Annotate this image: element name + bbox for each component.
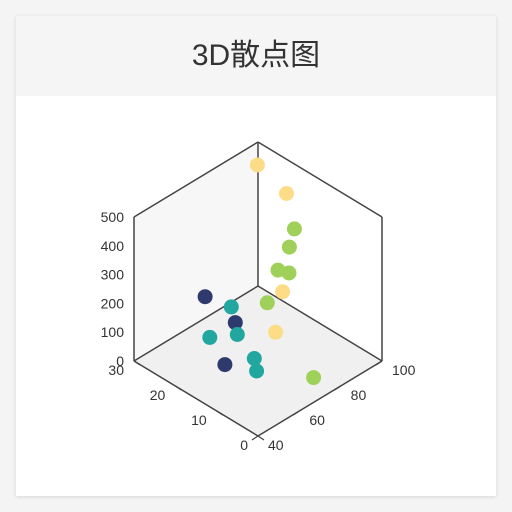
scatter-point[interactable]	[227, 315, 243, 331]
x-tick-label: 20	[150, 387, 166, 403]
x-tick-mark	[216, 410, 223, 416]
scatter-point[interactable]	[281, 239, 297, 255]
z-tick-label: 300	[101, 267, 125, 283]
z-tick-label: 500	[101, 209, 125, 225]
axis-edge	[257, 360, 383, 437]
x-tick-mark	[257, 435, 265, 441]
scatter-point[interactable]	[223, 299, 239, 315]
x-tick-label: 30	[108, 362, 124, 378]
y-tick-mark	[375, 360, 383, 366]
y-tick-mark	[334, 385, 341, 391]
scatter-point[interactable]	[246, 351, 262, 366]
chart-points[interactable]	[197, 157, 322, 386]
scatter-point[interactable]	[286, 221, 302, 237]
axis-edge	[257, 285, 383, 362]
y-tick-label: 80	[351, 387, 367, 403]
scatter-point[interactable]	[279, 186, 294, 201]
z-tick-label: 400	[101, 238, 125, 254]
z-tick-label: 100	[101, 324, 125, 340]
scatter-3d-chart[interactable]: 0 10 20 30 40 60 80 100 0 100 200 300 400 500	[16, 16, 496, 496]
scatter-point[interactable]	[217, 357, 233, 373]
x-tick-label: 10	[191, 412, 207, 428]
scatter-point[interactable]	[275, 284, 291, 300]
x-tick-label: 0	[240, 437, 248, 453]
chart-ticks: 0 10 20 30 40 60 80 100 0 100 200 300 400 500	[101, 209, 416, 453]
axis-edge	[133, 285, 259, 362]
scatter-point[interactable]	[202, 329, 218, 345]
y-tick-mark	[293, 410, 300, 416]
x-tick-mark	[175, 385, 182, 391]
scatter-point[interactable]	[306, 370, 322, 386]
chart-card: 3D散点图 0 10 20 30 40 60 80 100 0 100 200 300 400 500	[16, 16, 496, 496]
x-tick-mark	[133, 360, 141, 366]
scatter-point[interactable]	[268, 324, 284, 340]
scatter-point[interactable]	[259, 295, 275, 311]
axis-edge	[257, 141, 383, 218]
scatter-point[interactable]	[281, 265, 297, 281]
scatter-point[interactable]	[249, 363, 265, 379]
scatter-point[interactable]	[249, 157, 265, 173]
z-tick-label: 200	[101, 295, 125, 311]
card-header	[16, 16, 496, 96]
axis-edge	[133, 360, 259, 437]
chart-title: 3D散点图	[191, 39, 321, 72]
scatter-point[interactable]	[197, 289, 213, 305]
back-wall-pane	[134, 142, 258, 361]
z-tick-label: 0	[116, 353, 124, 369]
scatter-point[interactable]	[229, 327, 245, 342]
y-tick-label: 100	[392, 362, 416, 378]
chart-axes	[133, 141, 383, 437]
y-tick-label: 40	[268, 437, 284, 453]
y-tick-mark	[251, 435, 259, 441]
y-tick-label: 60	[309, 412, 325, 428]
axis-edge	[133, 141, 259, 218]
